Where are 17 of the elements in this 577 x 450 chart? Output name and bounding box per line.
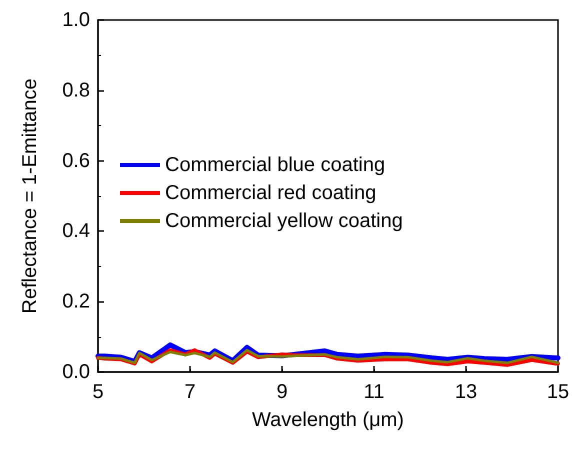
y-tick-label: 1.0 bbox=[62, 9, 90, 31]
y-axis-title: Reflectance = 1-Emittance bbox=[19, 78, 41, 314]
x-tick-label: 15 bbox=[546, 381, 570, 403]
x-tick-label: 13 bbox=[454, 381, 478, 403]
x-tick-label: 9 bbox=[276, 381, 288, 403]
x-tick-label: 7 bbox=[184, 381, 196, 403]
y-tick-label: 0.6 bbox=[62, 150, 90, 172]
legend-label: Commercial yellow coating bbox=[165, 210, 403, 232]
y-tick-label: 0.2 bbox=[62, 290, 90, 313]
x-tick-label: 11 bbox=[364, 381, 384, 403]
legend-label: Commercial red coating bbox=[165, 182, 376, 204]
y-tick-label: 0.0 bbox=[62, 361, 90, 383]
y-tick-label: 0.8 bbox=[62, 79, 90, 102]
x-tick-label: 5 bbox=[92, 381, 104, 403]
x-axis-title: Wavelength (μm) bbox=[252, 409, 404, 431]
y-tick-label: 0.4 bbox=[62, 220, 90, 242]
legend-label: Commercial blue coating bbox=[165, 154, 386, 176]
